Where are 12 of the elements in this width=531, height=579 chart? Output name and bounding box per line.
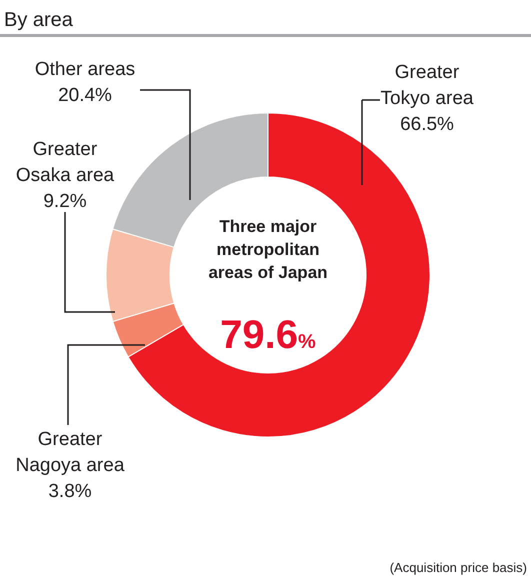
data-label: 3.8% (48, 481, 92, 502)
slice-label: Greater Nagoya area (16, 429, 125, 476)
slice-label: Greater Osaka area (16, 139, 115, 186)
text: (Acquisition price basis) (390, 560, 527, 575)
text: 79.6% (220, 313, 316, 357)
data-label: 66.5% (400, 114, 454, 135)
data-label: 20.4% (58, 85, 112, 106)
chart-title: By area (4, 9, 74, 31)
data-label: 9.2% (43, 191, 87, 212)
slice-label: Other areas (34, 59, 136, 80)
slice-label: Greater Tokyo area (380, 62, 474, 109)
text: Three major metropolitan areas of Japan (208, 217, 328, 282)
